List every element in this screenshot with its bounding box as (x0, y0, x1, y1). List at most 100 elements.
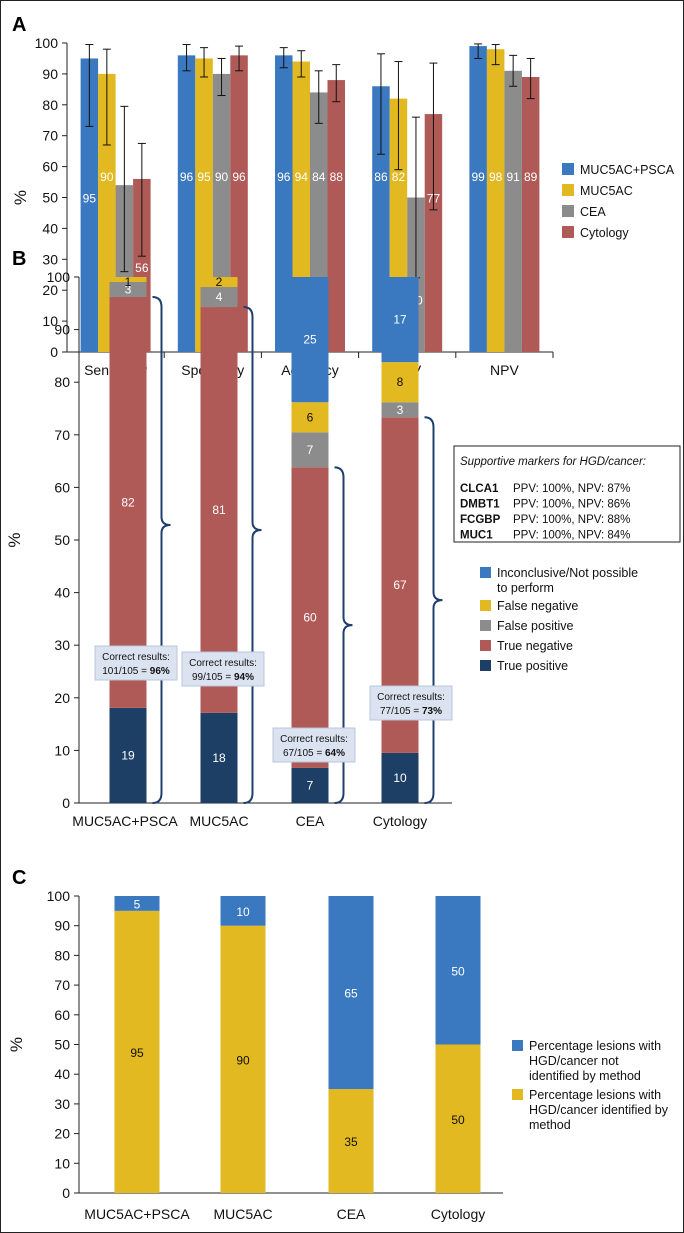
segment-value-label: 35 (344, 1135, 358, 1149)
correct-results-label: Correct results: (102, 652, 170, 663)
y-tick-label: 70 (54, 977, 70, 993)
panel-letter: C (12, 867, 26, 889)
legend-swatch (480, 600, 491, 611)
bar-muc5ac-psca (80, 58, 99, 352)
y-tick-label: 30 (54, 1096, 70, 1112)
legend-label: to perform (497, 581, 554, 595)
stacked-segment-true-positive (109, 707, 147, 803)
segment-value-label: 3 (125, 283, 132, 297)
bar-not-identified (114, 896, 160, 911)
marker-value: PPV: 100%, NPV: 84% (513, 530, 630, 542)
y-tick-label: 100 (35, 35, 59, 51)
correct-results-fraction: 101/105 = (102, 666, 150, 677)
bar-identified (220, 925, 266, 1193)
legend-label: HGD/cancer identified by (529, 1103, 669, 1117)
legend-swatch (512, 1089, 523, 1100)
stacked-segment-inconclusive-not-pos (381, 277, 419, 363)
bar-value-label: 96 (277, 170, 291, 184)
correct-results-percent: 73% (422, 706, 442, 717)
legend-swatch (480, 620, 491, 631)
x-category-label: Cytology (373, 813, 427, 829)
bar-value-label: 89 (524, 170, 538, 184)
legend-label: identified by method (529, 1069, 641, 1083)
bar-identified (435, 1044, 481, 1193)
stacked-segment-false-negative (200, 277, 238, 288)
x-category-label: CEA (337, 1206, 366, 1222)
segment-value-label: 50 (451, 1113, 465, 1127)
bar-value-label: 82 (392, 170, 406, 184)
bar-identified (328, 1089, 374, 1193)
correct-results-brace (243, 306, 262, 804)
legend-swatch (480, 660, 491, 671)
y-tick-label: 60 (42, 159, 58, 175)
y-tick-label: 30 (54, 637, 70, 653)
legend-label: True negative (497, 639, 573, 653)
bar-value-label: 77 (427, 192, 441, 206)
bar-muc5ac-psca (177, 55, 196, 353)
segment-value-label: 50 (451, 964, 465, 978)
y-tick-label: 90 (42, 66, 58, 82)
legend-label: Cytology (580, 226, 629, 240)
legend-label: Percentage lesions with (529, 1088, 661, 1102)
segment-value-label: 1 (125, 275, 132, 289)
segment-value-label: 19 (121, 748, 135, 762)
correct-results-box (181, 651, 265, 687)
segment-value-label: 25 (303, 333, 317, 347)
bar-value-label: 95 (83, 192, 97, 206)
segment-value-label: 82 (121, 495, 135, 509)
segment-value-label: 3 (397, 403, 404, 417)
marker-value: PPV: 100%, NPV: 88% (513, 514, 630, 526)
correct-results-fraction: 77/105 = (380, 706, 422, 717)
correct-results-label: Correct results: (280, 734, 348, 745)
bar-identified (114, 910, 160, 1193)
legend-label: False negative (497, 599, 578, 613)
y-tick-label: 40 (54, 1066, 70, 1082)
segment-value-label: 5 (134, 897, 141, 911)
legend-swatch (562, 226, 574, 238)
segment-value-label: 60 (303, 611, 317, 625)
correct-results-label: Correct results: (189, 658, 257, 669)
y-tick-label: 20 (54, 690, 70, 706)
segment-value-label: 65 (344, 987, 358, 1001)
y-axis-label: % (7, 1037, 26, 1052)
correct-results-value: 67/105 = 64% (283, 748, 345, 759)
bar-muc5ac-psca (275, 55, 293, 353)
legend-swatch (512, 1040, 523, 1051)
stacked-segment-true-negative (291, 467, 329, 768)
correct-results-percent: 96% (150, 666, 170, 677)
segment-value-label: 17 (393, 313, 407, 327)
legend-swatch (480, 567, 491, 578)
bar-value-label: 90 (215, 170, 229, 184)
marker-name: MUC1 (460, 530, 493, 542)
stacked-segment-false-positive (381, 402, 419, 418)
x-category-label: CEA (296, 813, 325, 829)
y-tick-label: 10 (54, 742, 70, 758)
bar-value-label: 84 (312, 170, 326, 184)
legend-swatch (562, 163, 574, 175)
bar-value-label: 95 (197, 170, 211, 184)
legend-label: Percentage lesions with (529, 1039, 661, 1053)
y-tick-label: 0 (62, 795, 70, 811)
segment-value-label: 10 (393, 771, 407, 785)
segment-value-label: 2 (216, 275, 223, 289)
legend-swatch (480, 640, 491, 651)
y-tick-label: 20 (54, 1126, 70, 1142)
legend-label: Inconclusive/Not possible (497, 566, 638, 580)
correct-results-brace (334, 466, 353, 804)
bar-value-label: 94 (295, 170, 309, 184)
correct-results-brace (424, 416, 443, 804)
legend-label: False positive (497, 619, 573, 633)
bar-value-label: 98 (489, 170, 503, 184)
y-tick-label: 10 (42, 313, 58, 329)
bar-cytology (327, 80, 345, 352)
bar-cea (504, 70, 522, 352)
stacked-segment-inconclusive-not-pos (291, 277, 329, 403)
y-tick-label: 0 (62, 1185, 70, 1201)
panel-letter: B (12, 248, 26, 270)
y-tick-label: 10 (54, 1155, 70, 1171)
y-tick-label: 50 (54, 1037, 70, 1053)
y-tick-label: 50 (54, 532, 70, 548)
correct-results-box (369, 685, 453, 721)
bar-not-identified (328, 896, 374, 1090)
stacked-segment-false-negative (109, 277, 147, 283)
